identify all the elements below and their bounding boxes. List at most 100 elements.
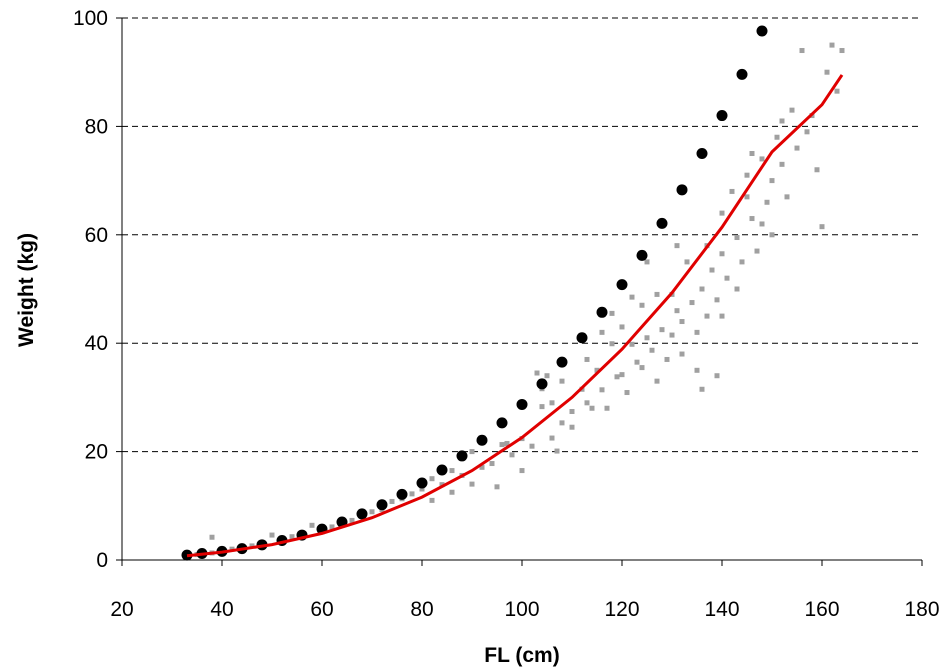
x-tick-label: 100 — [504, 598, 539, 621]
observed-point — [504, 440, 510, 446]
observed-point — [839, 48, 845, 54]
y-tick-label: 40 — [85, 332, 108, 355]
observed-point — [509, 452, 515, 458]
observed-point — [669, 332, 675, 338]
grid-lines — [122, 17, 922, 453]
observed-point — [679, 319, 685, 325]
observed-point — [644, 259, 650, 265]
predicted-point — [496, 417, 508, 429]
observed-point — [674, 243, 680, 249]
y-tick-label: 20 — [85, 441, 108, 464]
observed-point — [439, 482, 445, 488]
observed-point — [834, 88, 840, 94]
y-tick-label: 100 — [73, 7, 108, 30]
observed-point — [739, 259, 745, 265]
observed-point — [684, 259, 690, 265]
predicted-point — [596, 306, 608, 318]
predicted-point — [376, 499, 388, 511]
predicted-point — [356, 508, 368, 520]
predicted-point — [476, 434, 488, 446]
predicted-point — [456, 450, 468, 462]
observed-point — [724, 275, 730, 281]
observed-point — [569, 424, 575, 430]
observed-point — [799, 48, 805, 54]
observed-point — [649, 347, 655, 353]
predicted-point — [536, 378, 548, 390]
observed-point — [609, 310, 615, 316]
x-tick-label: 20 — [110, 598, 133, 621]
observed-point — [704, 313, 710, 319]
observed-point — [794, 145, 800, 151]
predicted-point — [556, 356, 568, 368]
observed-point — [209, 534, 215, 540]
observed-point — [829, 42, 835, 48]
observed-point — [749, 151, 755, 156]
observed-point — [789, 107, 795, 113]
observed-point — [449, 489, 455, 495]
observed-point — [389, 498, 395, 504]
observed-point — [599, 329, 605, 335]
observed-point — [729, 188, 735, 194]
observed-point — [824, 69, 830, 75]
observed-point — [674, 308, 680, 314]
observed-point — [589, 405, 595, 411]
observed-point — [499, 442, 505, 448]
observed-point — [309, 522, 315, 528]
predicted-point — [416, 477, 428, 489]
observed-point — [784, 194, 790, 200]
observed-point — [549, 435, 555, 441]
observed-point — [639, 302, 645, 308]
observed-point — [754, 248, 760, 254]
x-tick-label: 60 — [310, 598, 333, 621]
observed-point — [679, 351, 685, 357]
observed-point — [769, 232, 775, 238]
observed-point — [654, 291, 660, 297]
y-axis-title: Weight (kg) — [15, 233, 38, 347]
observed-point — [469, 449, 475, 455]
observed-point — [544, 373, 550, 379]
observed-point — [619, 372, 625, 378]
observed-point — [749, 216, 755, 222]
observed-point — [774, 134, 780, 140]
observed-point — [759, 221, 765, 227]
observed-point — [469, 481, 475, 487]
observed-point — [764, 199, 770, 205]
x-tick-label: 80 — [410, 598, 433, 621]
observed-point — [804, 129, 810, 135]
observed-point — [584, 400, 590, 406]
observed-point — [689, 300, 695, 306]
predicted-point — [736, 68, 748, 80]
observed-point — [594, 367, 600, 373]
y-tick-label: 60 — [85, 224, 108, 247]
observed-point — [554, 448, 560, 454]
observed-point — [599, 387, 605, 393]
observed-point — [719, 251, 725, 257]
predicted-point — [756, 25, 768, 37]
predicted-point — [516, 398, 528, 410]
predicted-points — [181, 25, 768, 561]
observed-point — [624, 390, 630, 396]
observed-point — [604, 405, 610, 411]
observed-point — [719, 210, 725, 216]
x-tick-label: 140 — [704, 598, 739, 621]
observed-point — [409, 491, 415, 497]
observed-point — [779, 118, 785, 124]
predicted-point — [576, 332, 588, 344]
observed-point — [329, 524, 335, 530]
observed-point — [559, 378, 565, 384]
observed-point — [289, 534, 295, 540]
observed-point — [519, 468, 525, 474]
observed-point — [639, 365, 645, 371]
observed-point — [584, 356, 590, 362]
observed-point — [549, 400, 555, 406]
observed-point — [699, 386, 705, 392]
observed-point — [539, 404, 545, 410]
observed-point — [734, 235, 740, 241]
observed-point — [449, 468, 455, 474]
observed-point — [249, 543, 255, 549]
observed-point — [769, 178, 775, 184]
observed-point — [699, 286, 705, 292]
observed-point — [694, 367, 700, 373]
observed-point — [644, 335, 650, 341]
observed-point — [559, 420, 565, 426]
